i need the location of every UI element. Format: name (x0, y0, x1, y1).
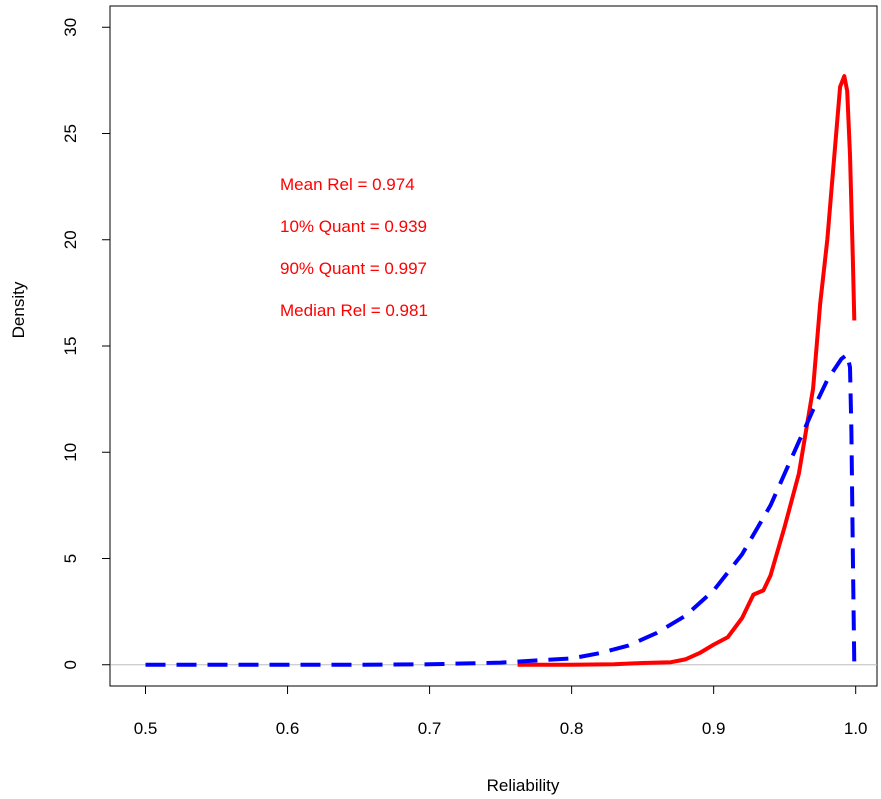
x-tick-label: 0.8 (560, 719, 584, 738)
y-tick-label: 5 (61, 554, 80, 563)
annotations: Mean Rel = 0.974 10% Quant = 0.939 90% Q… (280, 175, 428, 320)
y-axis: 0 5 10 15 20 25 30 (61, 18, 110, 670)
solid-density-line (518, 76, 855, 665)
annotation-mean: Mean Rel = 0.974 (280, 175, 415, 194)
plot-frame (110, 6, 877, 686)
y-tick-label: 30 (61, 18, 80, 37)
y-tick-label: 10 (61, 443, 80, 462)
x-axis: 0.5 0.6 0.7 0.8 0.9 1.0 (134, 686, 868, 738)
x-tick-label: 0.6 (276, 719, 300, 738)
y-axis-title: Density (9, 281, 28, 338)
x-tick-label: 0.7 (418, 719, 442, 738)
y-tick-label: 20 (61, 230, 80, 249)
annotation-10-quant: 10% Quant = 0.939 (280, 217, 427, 236)
x-tick-label: 0.5 (134, 719, 158, 738)
y-tick-label: 15 (61, 337, 80, 356)
series-layer (146, 76, 855, 665)
y-tick-label: 0 (61, 660, 80, 669)
y-tick-label: 25 (61, 124, 80, 143)
x-tick-label: 0.9 (702, 719, 726, 738)
annotation-median: Median Rel = 0.981 (280, 301, 428, 320)
dashed-density-line (146, 355, 855, 665)
annotation-90-quant: 90% Quant = 0.997 (280, 259, 427, 278)
x-axis-title: Reliability (487, 776, 560, 795)
x-tick-label: 1.0 (844, 719, 868, 738)
